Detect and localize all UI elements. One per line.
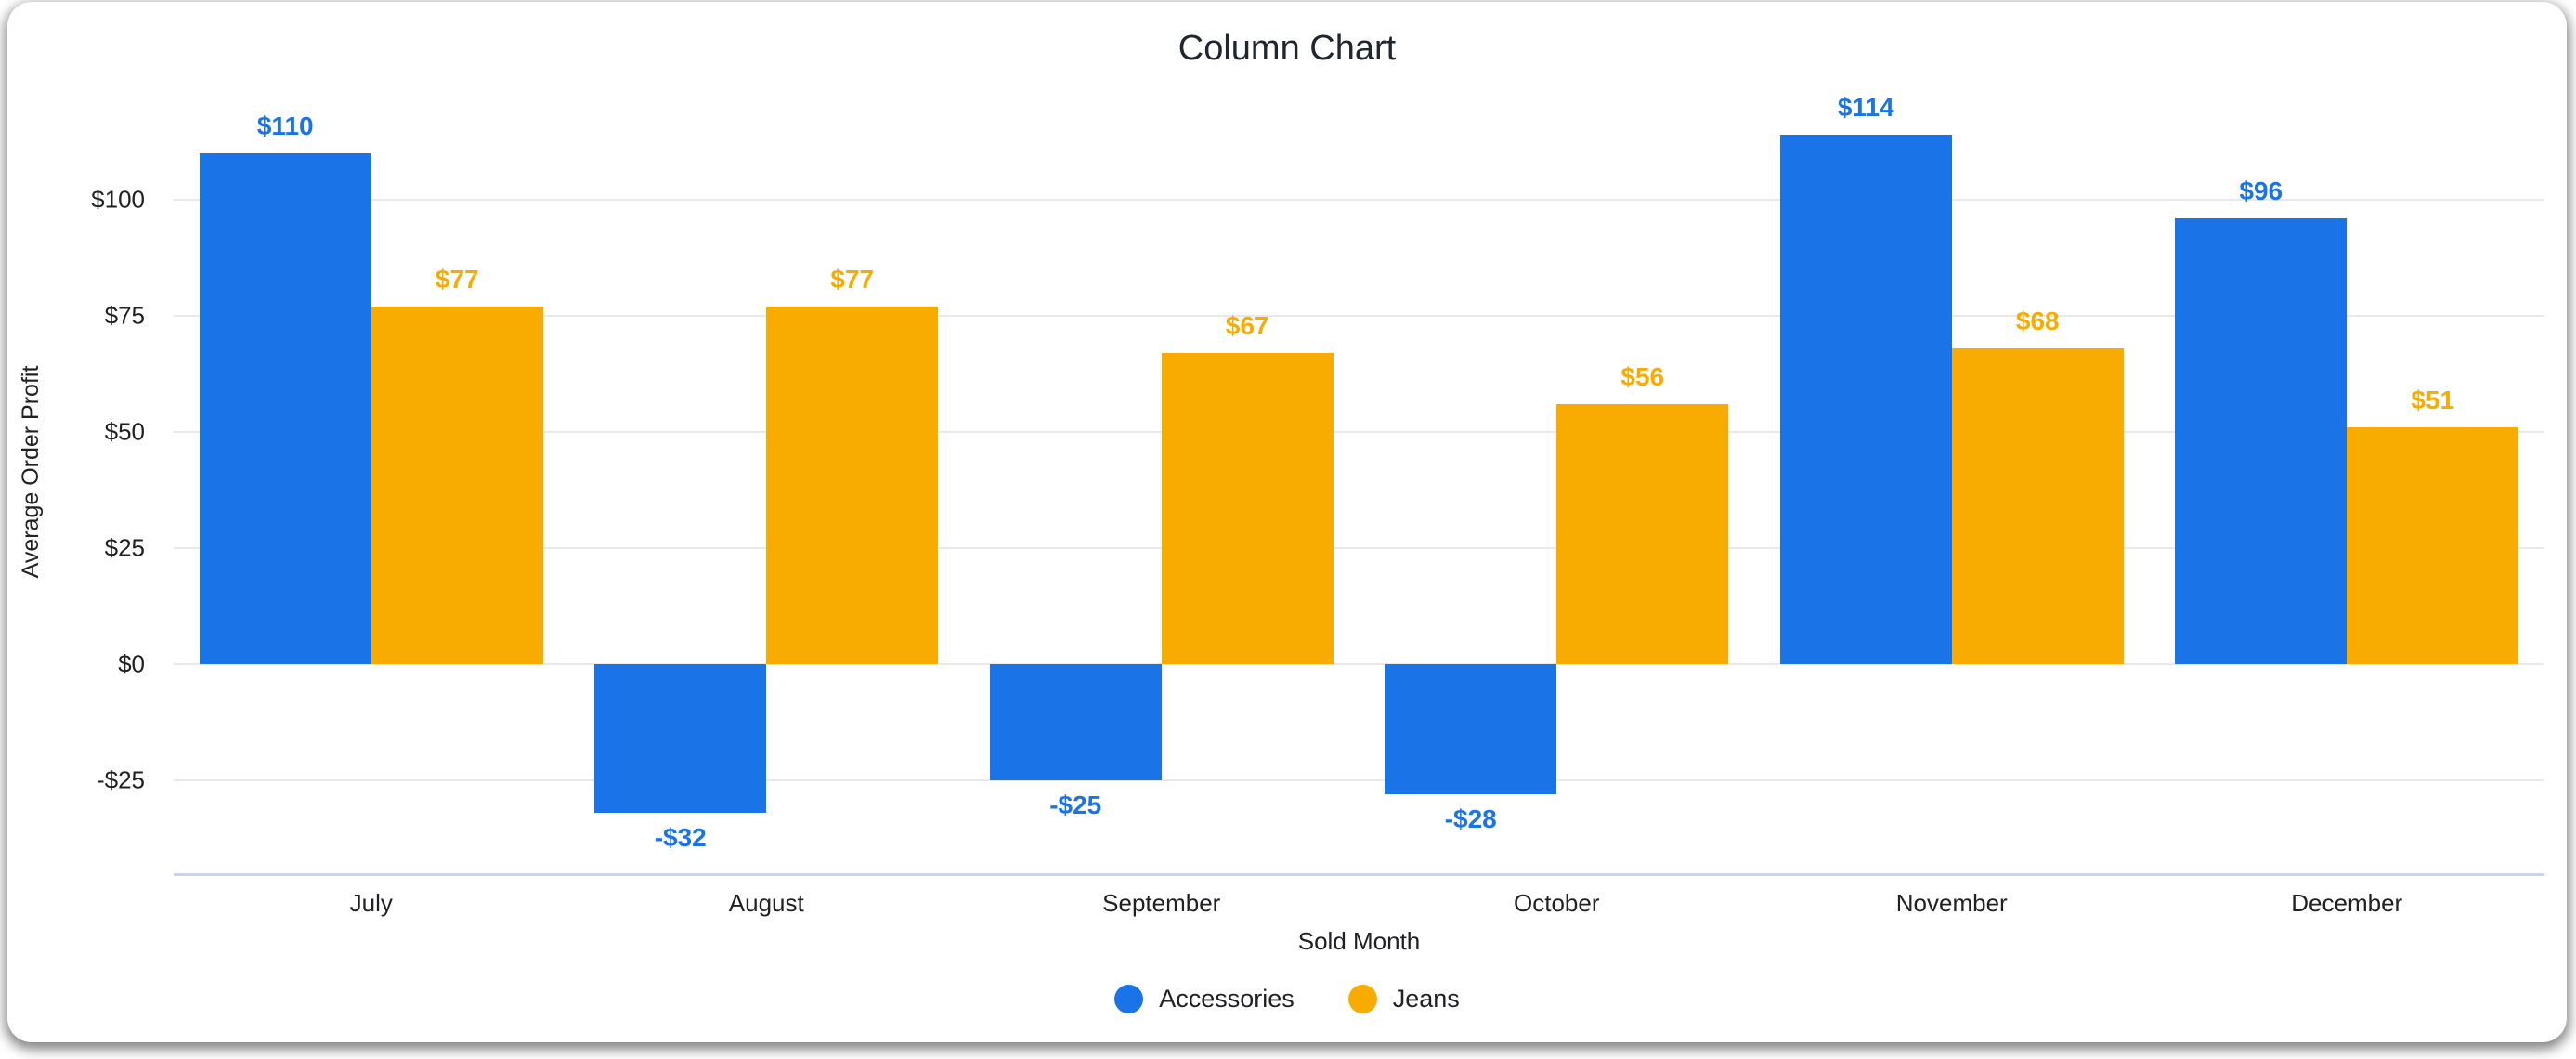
bar-value-label: -$28 bbox=[1444, 804, 1497, 833]
legend: Accessories Jeans bbox=[7, 979, 2567, 1018]
x-axis-label: December bbox=[2291, 889, 2403, 917]
bar-jeans-july[interactable] bbox=[371, 307, 543, 664]
chart-card: Column Chart $100 $75 $50 $25 $0 -$25 Average… bbox=[7, 2, 2567, 1042]
plot-area: $110 -$32 -$25 -$28 $114 $96 $77 $77 $67 $56 $68 $5… bbox=[174, 84, 2544, 876]
x-axis-label: September bbox=[1102, 889, 1221, 917]
chart-title: Column Chart bbox=[1177, 29, 1397, 68]
bar-value-label: $56 bbox=[1620, 361, 1665, 391]
x-axis-label: July bbox=[349, 889, 393, 917]
gridline bbox=[174, 663, 2544, 665]
x-axis-title: Sold Month bbox=[1297, 927, 1421, 955]
bar-jeans-september[interactable] bbox=[1161, 352, 1334, 664]
bar-value-label: -$25 bbox=[1049, 790, 1102, 819]
gridline bbox=[174, 547, 2544, 549]
legend-item-accessories[interactable]: Accessories bbox=[1114, 984, 1295, 1013]
legend-item-jeans[interactable]: Jeans bbox=[1347, 984, 1460, 1013]
bar-value-label: $67 bbox=[1225, 310, 1269, 340]
gridline bbox=[174, 199, 2544, 201]
x-axis-line bbox=[174, 873, 2544, 876]
bar-value-label: $114 bbox=[1837, 92, 1894, 122]
y-axis-tick-label: $25 bbox=[104, 533, 145, 562]
bar-value-label: $77 bbox=[830, 265, 875, 294]
bar-value-label: -$32 bbox=[654, 823, 707, 852]
legend-dot-icon bbox=[1114, 984, 1144, 1013]
y-axis-tick-label: $50 bbox=[104, 417, 145, 446]
legend-label: Jeans bbox=[1392, 984, 1460, 1013]
bar-jeans-december[interactable] bbox=[2347, 427, 2519, 664]
bar-value-label: $51 bbox=[2411, 386, 2455, 414]
bar-value-label: $68 bbox=[2015, 307, 2060, 335]
bar-accessories-august[interactable] bbox=[594, 664, 767, 813]
bar-accessories-december[interactable] bbox=[2175, 217, 2348, 664]
gridline bbox=[174, 315, 2544, 317]
bar-accessories-november[interactable] bbox=[1779, 135, 1952, 664]
legend-dot-icon bbox=[1347, 984, 1377, 1013]
bar-jeans-november[interactable] bbox=[1951, 348, 2124, 664]
bar-accessories-october[interactable] bbox=[1385, 664, 1557, 794]
bar-value-label: $77 bbox=[435, 265, 479, 294]
gridline bbox=[174, 431, 2544, 433]
gridline bbox=[174, 779, 2544, 781]
y-axis: $100 $75 $50 $25 $0 -$25 bbox=[7, 84, 145, 873]
x-axis-label: August bbox=[728, 889, 804, 917]
y-axis-title: Average Order Profit bbox=[18, 365, 44, 579]
bar-value-label: $96 bbox=[2239, 176, 2283, 205]
x-axis-label: October bbox=[1514, 889, 1600, 917]
bar-value-label: $110 bbox=[256, 111, 314, 140]
x-axis-label: November bbox=[1895, 889, 2008, 917]
bar-accessories-july[interactable] bbox=[199, 153, 371, 664]
x-axis: July August September October November Decemb… bbox=[174, 886, 2544, 920]
y-axis-tick-label: $75 bbox=[104, 301, 145, 330]
y-axis-tick-label: -$25 bbox=[96, 765, 145, 794]
y-axis-tick-label: $100 bbox=[91, 185, 145, 214]
legend-label: Accessories bbox=[1159, 984, 1295, 1013]
bar-jeans-october[interactable] bbox=[1556, 404, 1729, 664]
bar-accessories-september[interactable] bbox=[989, 664, 1162, 780]
bar-jeans-august[interactable] bbox=[766, 307, 939, 664]
y-axis-tick-label: $0 bbox=[118, 649, 145, 678]
